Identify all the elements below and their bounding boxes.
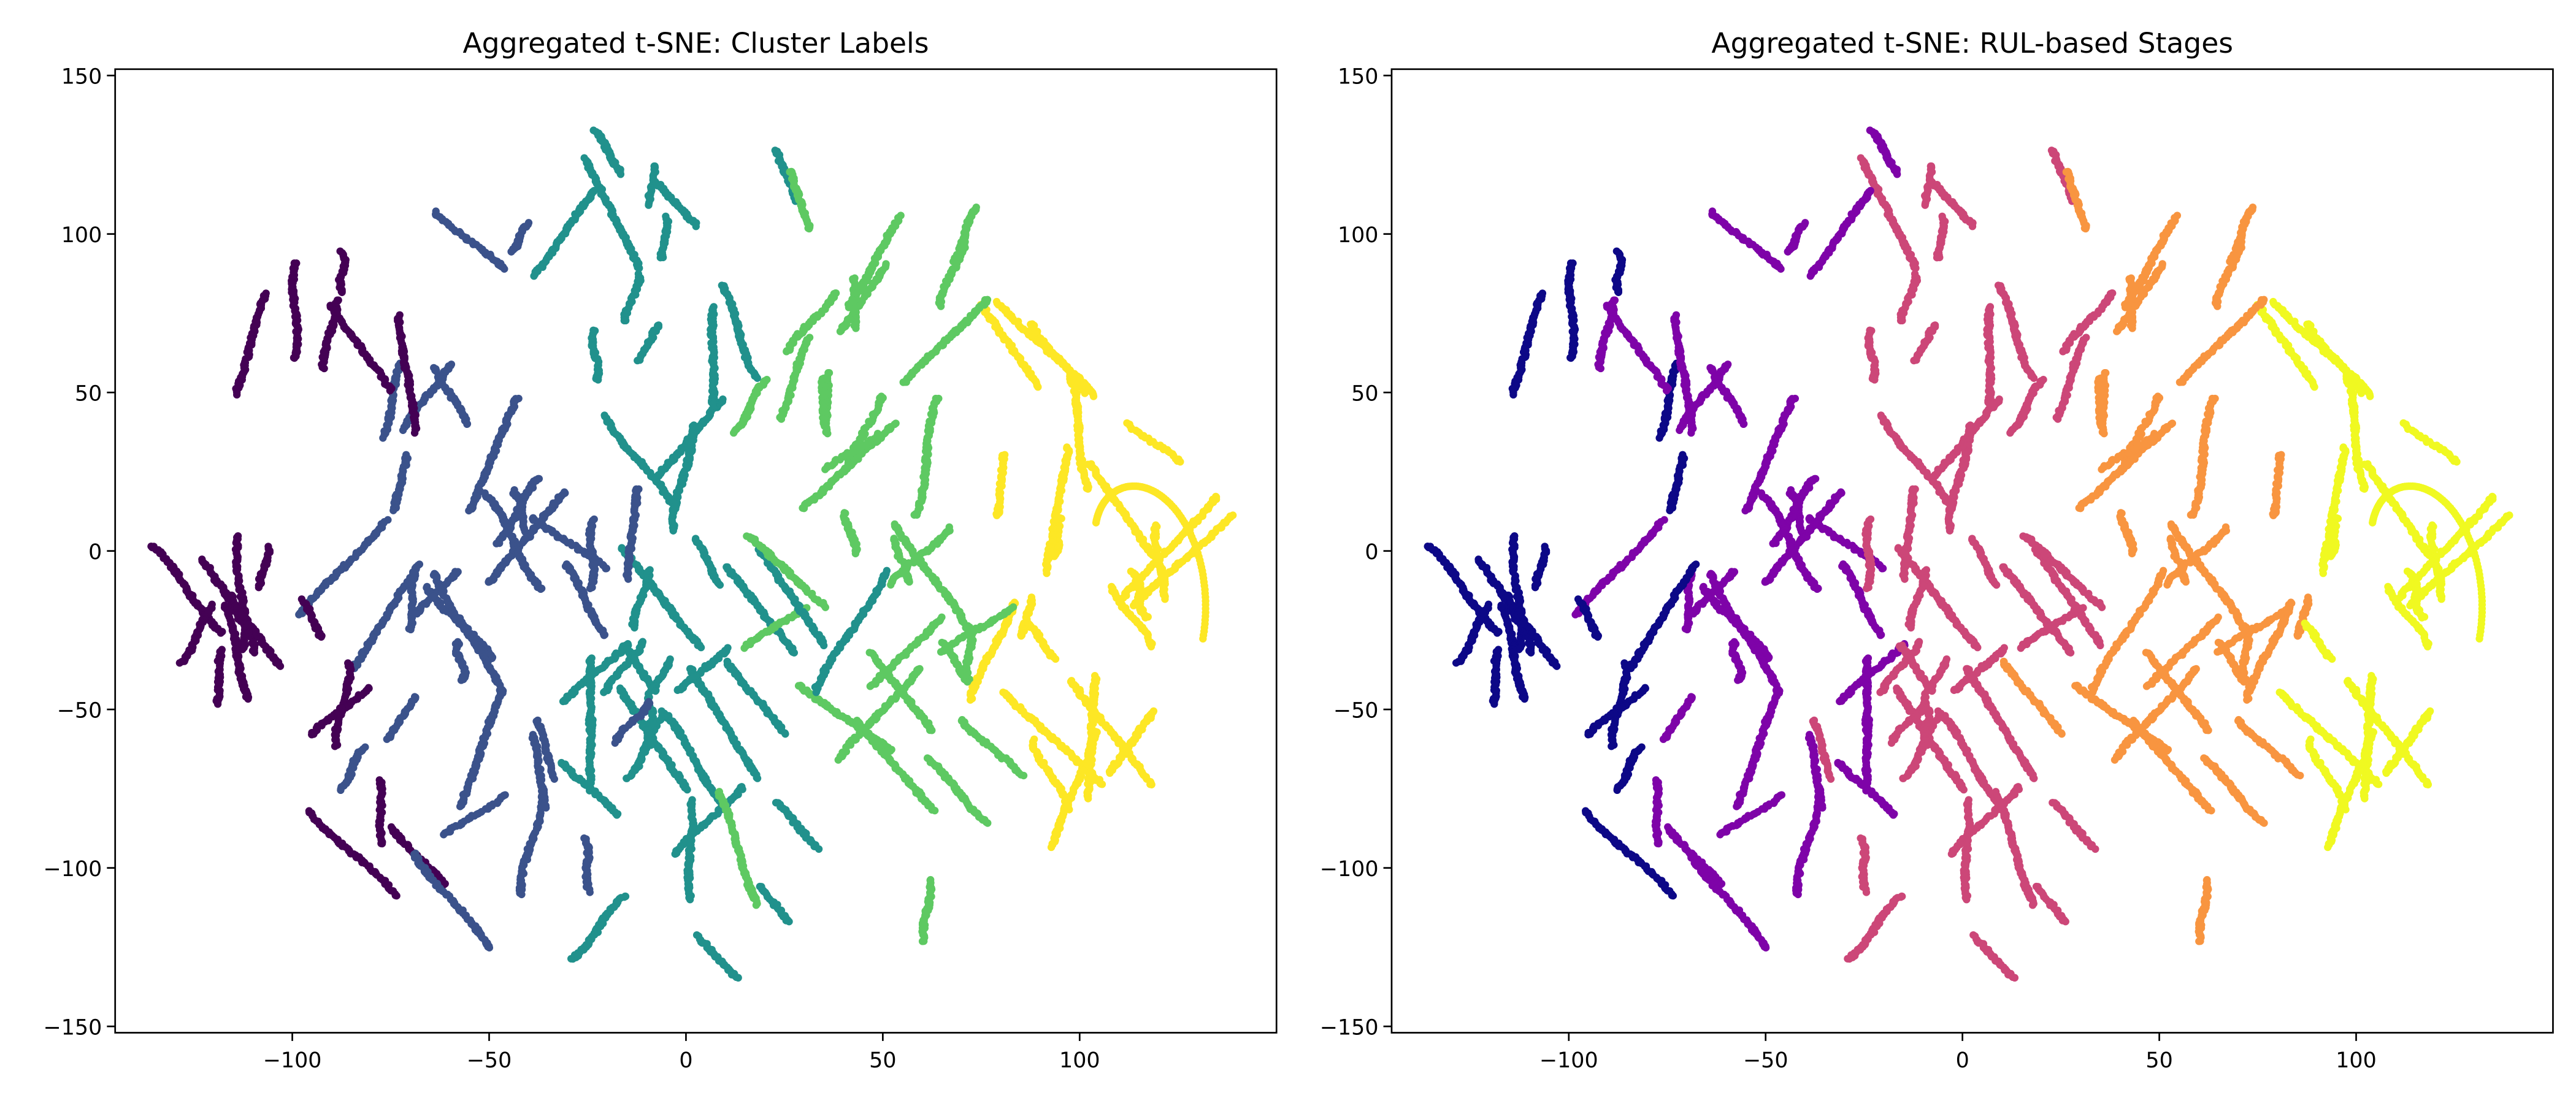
data-point — [659, 253, 667, 262]
data-point — [295, 611, 303, 619]
data-point — [485, 578, 493, 586]
data-point — [386, 386, 394, 395]
scatter-points — [147, 126, 1237, 982]
data-point — [623, 774, 631, 782]
data-point — [218, 628, 226, 636]
data-point — [753, 374, 761, 382]
data-point — [255, 584, 263, 592]
data-point — [1147, 643, 1156, 650]
data-point — [1019, 771, 1028, 780]
data-point — [493, 540, 500, 547]
data-point — [399, 426, 407, 434]
data-point — [600, 631, 608, 639]
chart-title: Aggregated t-SNE: Cluster Labels — [462, 27, 929, 59]
data-point — [671, 850, 679, 858]
data-point — [244, 695, 252, 703]
data-point — [683, 785, 691, 794]
data-point — [805, 224, 813, 233]
data-point — [1146, 780, 1154, 788]
data-point — [635, 264, 643, 272]
data-point — [669, 527, 677, 535]
data-point — [692, 223, 700, 231]
data-point — [456, 803, 464, 810]
data-point — [289, 354, 298, 362]
data-point — [550, 775, 559, 783]
data-point — [962, 624, 970, 632]
data-point — [799, 504, 807, 512]
data-point — [337, 786, 345, 795]
data-point — [518, 890, 526, 899]
data-point — [250, 649, 259, 657]
data-point — [530, 272, 538, 280]
data-point — [918, 937, 927, 945]
data-point — [567, 955, 575, 963]
data-point — [866, 682, 874, 690]
data-point — [815, 845, 823, 853]
data-point — [602, 564, 611, 573]
data-point — [852, 324, 860, 332]
data-point — [1176, 458, 1184, 466]
data-point — [405, 625, 413, 633]
data-point — [905, 578, 913, 586]
data-point — [836, 327, 845, 335]
data-point — [697, 643, 705, 652]
data-point — [966, 696, 975, 704]
data-point — [785, 918, 793, 926]
data-point — [1017, 632, 1025, 640]
data-point — [834, 756, 842, 764]
data-point — [1084, 795, 1092, 803]
data-point — [647, 741, 655, 749]
data-point — [620, 316, 628, 325]
data-point — [634, 356, 642, 365]
data-point — [613, 811, 621, 819]
data-point — [559, 697, 567, 706]
data-point — [410, 429, 419, 437]
data-point — [616, 170, 625, 178]
data-point — [824, 429, 832, 438]
data-point — [752, 901, 761, 909]
data-point — [465, 506, 473, 515]
data-point — [777, 415, 786, 423]
data-point — [753, 774, 762, 782]
data-point — [379, 434, 387, 442]
chart-panel-cluster-labels: Aggregated t-SNE: Cluster Labels −100 −50… — [44, 27, 1278, 1073]
data-point — [645, 201, 653, 209]
data-point — [910, 511, 918, 519]
data-point — [391, 891, 399, 899]
data-point — [1161, 595, 1169, 603]
data-point — [790, 649, 799, 657]
data-point — [500, 265, 508, 273]
data-point — [542, 804, 550, 812]
data-point — [730, 429, 738, 437]
data-point — [781, 729, 789, 737]
data-point — [317, 633, 325, 641]
data-point — [937, 648, 945, 656]
